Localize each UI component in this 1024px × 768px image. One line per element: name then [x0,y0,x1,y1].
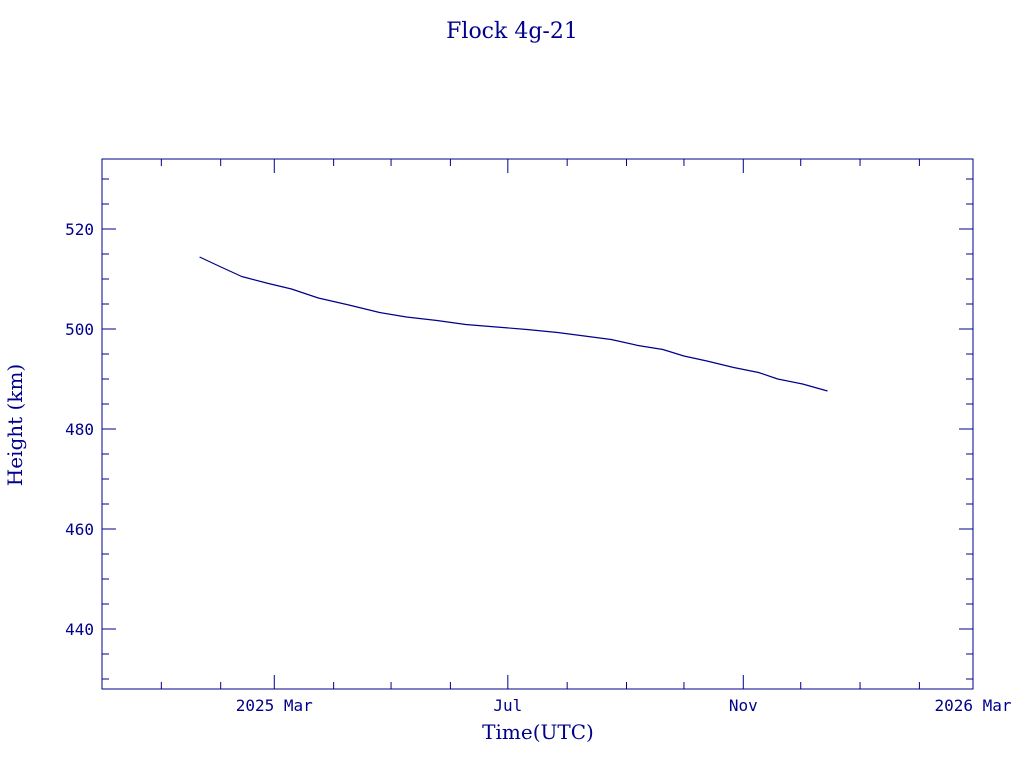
height-series-line [199,256,828,392]
y-axis-tick-labels: 440 460 480 500 520 [65,220,94,639]
chart-title: Flock 4g-21 [446,19,578,44]
x-tick-label: 2025 Mar [236,696,313,715]
x-tick-label: Nov [729,696,758,715]
x-axis-label: Time(UTC) [482,720,594,744]
y-axis-label: Height (km) [3,364,27,486]
x-axis-tick-labels: 2025 Mar Jul Nov 2026 Mar [236,696,1012,715]
y-tick-label: 500 [65,320,94,339]
y-axis-ticks [102,178,973,680]
y-tick-label: 520 [65,220,94,239]
y-tick-label: 480 [65,420,94,439]
x-tick-label: 2026 Mar [934,696,1011,715]
series-group [199,256,828,392]
y-tick-label: 440 [65,620,94,639]
x-tick-label: Jul [493,696,522,715]
x-axis-ticks [160,159,974,689]
y-tick-label: 460 [65,520,94,539]
plot-frame [101,158,974,690]
